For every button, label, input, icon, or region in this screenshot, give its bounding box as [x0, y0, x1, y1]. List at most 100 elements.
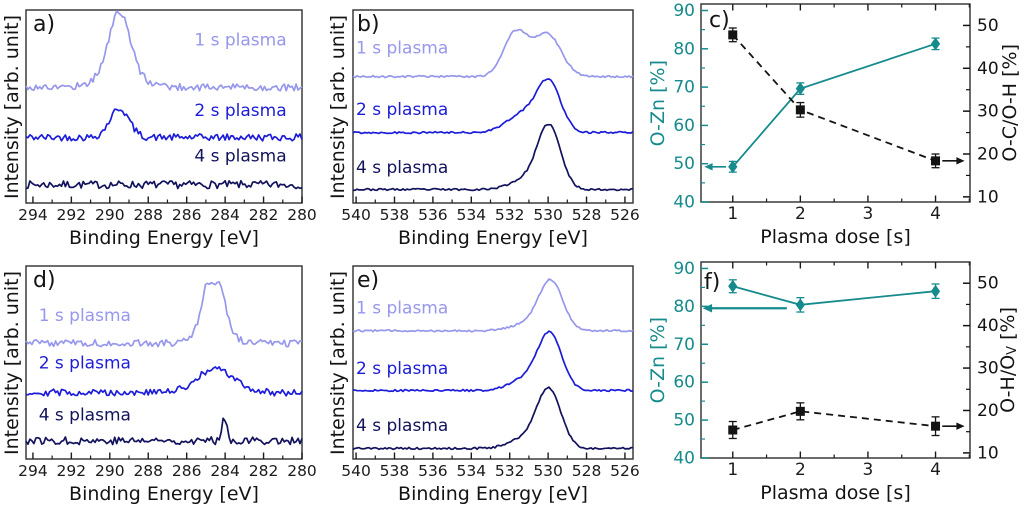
svg-text:50: 50 — [977, 274, 999, 294]
svg-text:526: 526 — [610, 462, 640, 480]
svg-text:90: 90 — [673, 259, 695, 279]
panel-b-o1s-spectra-chart: 540 538 536 534 532 530 528 526 1 s plasma 2 s pl… — [341, 9, 640, 224]
panel-e-o1s-spectra-chart: 540 538 536 534 532 530 528 526 1 s plasma 2 s pl… — [341, 265, 640, 480]
svg-text:294: 294 — [18, 462, 48, 480]
svg-text:540: 540 — [341, 462, 371, 480]
svg-text:280: 280 — [287, 206, 317, 224]
svg-text:50: 50 — [673, 411, 695, 431]
panel-b-y-axis-title: Intensity [arb. unit] — [326, 10, 350, 203]
svg-text:1 s plasma: 1 s plasma — [194, 31, 286, 51]
svg-text:30: 30 — [977, 102, 999, 122]
svg-text:50: 50 — [673, 154, 695, 174]
svg-text:528: 528 — [572, 206, 602, 224]
svg-text:292: 292 — [57, 462, 87, 480]
svg-text:1 s plasma: 1 s plasma — [39, 306, 131, 326]
svg-text:30: 30 — [977, 359, 999, 379]
svg-text:292: 292 — [57, 206, 87, 224]
svg-text:2: 2 — [795, 204, 806, 224]
svg-text:20: 20 — [977, 145, 999, 165]
svg-text:4 s plasma: 4 s plasma — [356, 416, 448, 436]
svg-text:4 s plasma: 4 s plasma — [194, 147, 286, 167]
panel-c-letter: c) — [709, 8, 730, 33]
o-zn-axis-label: O-Zn [%] — [647, 59, 669, 147]
svg-text:70: 70 — [673, 78, 695, 98]
svg-text:4 s plasma: 4 s plasma — [39, 405, 131, 425]
svg-text:530: 530 — [533, 206, 563, 224]
panel-c-x-axis-title: Plasma dose [s] — [760, 226, 911, 248]
panel-e-letter: e) — [357, 268, 380, 293]
svg-text:528: 528 — [572, 462, 602, 480]
svg-text:2: 2 — [795, 460, 806, 480]
svg-text:284: 284 — [210, 206, 240, 224]
panel-c-dose-chart: 1 2 3 4 40 50 60 70 80 90 10 20 30 40 50 — [673, 1, 999, 224]
panel-a-letter: a) — [33, 12, 56, 37]
panel-d-c1s-spectra-chart: 294 292 290 288 286 284 282 280 1 s plasma 2 s pl… — [18, 265, 317, 480]
intensity-axis-label: Intensity [arb. unit] — [327, 270, 349, 455]
o-c-o-h-axis-label: O-C/O-H [%] — [998, 44, 1021, 162]
svg-text:40: 40 — [977, 316, 999, 336]
svg-text:536: 536 — [418, 462, 448, 480]
svg-text:10: 10 — [977, 187, 999, 207]
o-h-ov-axis-label: O-H/OV [%] — [996, 307, 1020, 413]
svg-text:286: 286 — [172, 206, 202, 224]
svg-text:1: 1 — [727, 204, 738, 224]
panel-f-dose-chart: 1 2 3 4 40 50 60 70 80 90 10 20 30 40 50 — [673, 259, 999, 480]
svg-text:540: 540 — [341, 206, 371, 224]
svg-text:60: 60 — [673, 373, 695, 393]
svg-text:2 s plasma: 2 s plasma — [356, 100, 448, 120]
panel-c-right-axis-title: O-C/O-H [%] — [997, 4, 1023, 202]
svg-text:60: 60 — [673, 116, 695, 136]
svg-text:534: 534 — [457, 206, 487, 224]
svg-text:80: 80 — [673, 297, 695, 317]
svg-text:40: 40 — [673, 193, 695, 213]
intensity-axis-label: Intensity [arb. unit] — [1, 270, 23, 455]
svg-text:290: 290 — [95, 206, 125, 224]
svg-text:534: 534 — [457, 462, 487, 480]
svg-text:2 s plasma: 2 s plasma — [194, 101, 286, 121]
svg-text:4: 4 — [930, 204, 941, 224]
svg-text:294: 294 — [18, 206, 48, 224]
svg-text:280: 280 — [287, 462, 317, 480]
svg-text:538: 538 — [380, 462, 410, 480]
panel-a-x-axis-title: Binding Energy [eV] — [69, 227, 259, 249]
svg-text:284: 284 — [210, 462, 240, 480]
panel-e-x-axis-title: Binding Energy [eV] — [398, 483, 588, 505]
svg-text:50: 50 — [977, 16, 999, 36]
panel-d-x-axis-title: Binding Energy [eV] — [69, 483, 259, 505]
svg-text:2 s plasma: 2 s plasma — [356, 359, 448, 379]
svg-text:3: 3 — [863, 204, 874, 224]
svg-text:3: 3 — [863, 460, 874, 480]
svg-text:1 s plasma: 1 s plasma — [356, 38, 448, 58]
svg-text:70: 70 — [673, 335, 695, 355]
intensity-axis-label: Intensity [arb. unit] — [327, 14, 349, 199]
svg-text:526: 526 — [610, 206, 640, 224]
svg-text:4: 4 — [930, 460, 941, 480]
o-zn-axis-label: O-Zn [%] — [647, 316, 669, 404]
panel-a-y-axis-title: Intensity [arb. unit] — [0, 10, 24, 203]
svg-text:40: 40 — [977, 59, 999, 79]
panel-a-c1s-spectra-chart: 294 292 290 288 286 284 282 280 1 s plasma 2 s pl… — [18, 9, 317, 224]
panel-f-letter: f) — [704, 270, 721, 295]
svg-text:282: 282 — [249, 206, 279, 224]
panel-b-letter: b) — [357, 12, 380, 37]
intensity-axis-label: Intensity [arb. unit] — [1, 14, 23, 199]
svg-text:286: 286 — [172, 462, 202, 480]
panel-b-x-axis-title: Binding Energy [eV] — [398, 227, 588, 249]
panel-d-y-axis-title: Intensity [arb. unit] — [0, 266, 24, 459]
svg-text:20: 20 — [977, 401, 999, 421]
svg-text:282: 282 — [249, 462, 279, 480]
svg-text:288: 288 — [133, 462, 163, 480]
svg-text:288: 288 — [133, 206, 163, 224]
svg-text:532: 532 — [495, 462, 525, 480]
panel-f-left-axis-title: O-Zn [%] — [646, 262, 670, 458]
panel-d-letter: d) — [33, 268, 56, 293]
svg-text:1 s plasma: 1 s plasma — [356, 298, 448, 318]
svg-text:538: 538 — [380, 206, 410, 224]
svg-text:536: 536 — [418, 206, 448, 224]
panel-f-right-axis-title: O-H/OV [%] — [995, 262, 1021, 458]
svg-text:80: 80 — [673, 39, 695, 59]
panel-c-left-axis-title: O-Zn [%] — [646, 4, 670, 202]
panel-e-y-axis-title: Intensity [arb. unit] — [326, 266, 350, 459]
svg-text:4 s plasma: 4 s plasma — [356, 158, 448, 178]
